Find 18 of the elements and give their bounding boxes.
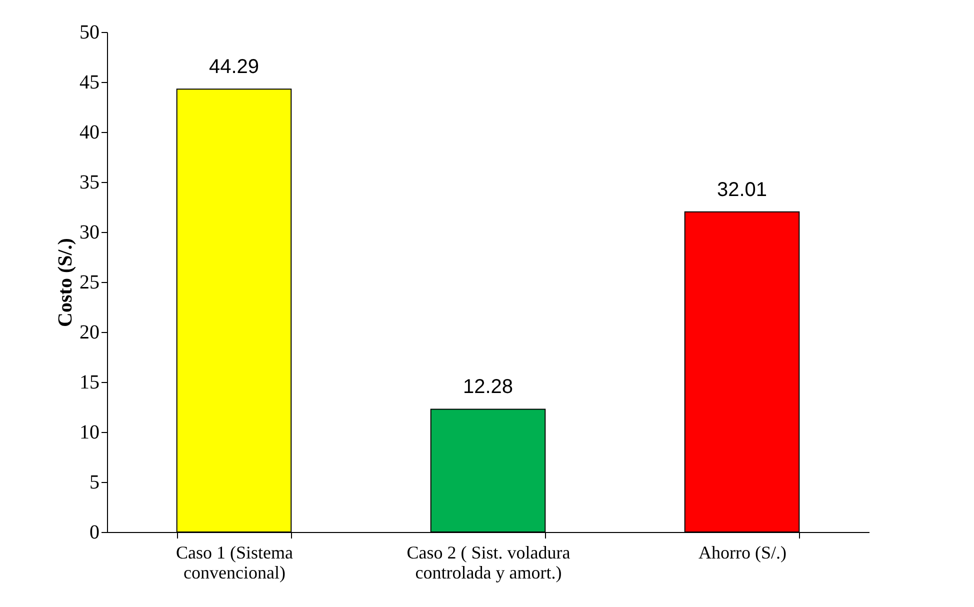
y-tick-label: 20: [80, 322, 100, 344]
x-tick-label: Caso 2 ( Sist. voladura controlada y amort.): [406, 542, 570, 582]
y-tick-label: 25: [80, 272, 100, 294]
data-label: 12.28: [462, 376, 514, 398]
y-tick-label: 40: [80, 122, 100, 144]
y-tick-label: 0: [90, 522, 100, 544]
y-axis-title: Costo (S/.): [54, 238, 76, 327]
y-tick-label: 35: [80, 172, 100, 194]
y-tick-label: 45: [80, 72, 100, 94]
y-tick-label: 10: [80, 422, 100, 444]
x-tick-label: Ahorro (S/.): [698, 542, 786, 562]
y-tick-label: 5: [90, 472, 100, 494]
y-tick-label: 30: [80, 222, 100, 244]
y-tick-label: 15: [80, 372, 100, 394]
y-tick-label: 50: [80, 22, 100, 44]
data-label: 32.01: [716, 178, 768, 201]
x-tick-label: Caso 1 (Sistema convencional): [176, 542, 293, 582]
data-label: 44.29: [208, 56, 260, 78]
